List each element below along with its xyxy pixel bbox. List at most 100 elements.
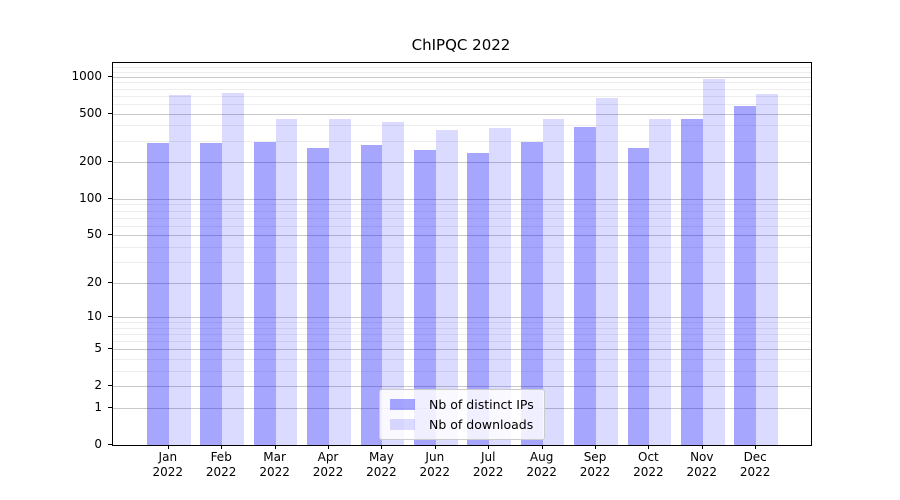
x-tick-label-feb: Feb 2022 [189, 450, 253, 480]
x-tick-month-may: May [368, 450, 394, 464]
x-tick-mark-nov [701, 445, 703, 449]
legend-swatch-distinct-ips [390, 399, 415, 410]
gridline-minor-300 [113, 140, 811, 142]
bar-downloads-may [382, 121, 405, 445]
bar-downloads-jan [168, 94, 191, 445]
bar-downloads-nov [702, 79, 725, 445]
gridline-major-200 [113, 162, 811, 164]
x-tick-mark-oct [648, 445, 650, 449]
y-tick-label-50: 50 [86, 227, 102, 242]
gridline-minor-4 [113, 359, 811, 361]
bar-distinct-ips-nov [681, 118, 703, 445]
gridline-major-10 [113, 317, 811, 319]
x-tick-year-jun: 2022 [419, 465, 451, 479]
legend-label-distinct-ips: Nb of distinct IPs [429, 397, 534, 412]
bar-distinct-ips-dec [734, 105, 757, 445]
y-tick-mark-500 [108, 112, 112, 114]
bar-downloads-dec [756, 94, 778, 445]
x-tick-month-apr: Apr [317, 450, 339, 464]
x-tick-month-sep: Sep [583, 450, 607, 464]
x-tick-month-dec: Dec [743, 450, 767, 464]
gridline-minor-700 [113, 95, 811, 97]
legend-label-downloads: Nb of downloads [429, 417, 534, 432]
gridline-major-1000 [113, 76, 811, 78]
gridline-major-20 [113, 282, 811, 284]
x-tick-year-aug: 2022 [526, 465, 557, 479]
legend: Nb of distinct IPs Nb of downloads [379, 389, 545, 440]
legend-item-distinct-ips: Nb of distinct IPs [390, 397, 534, 412]
plot-area: Nb of distinct IPs Nb of downloads [112, 62, 812, 446]
bar-distinct-ips-aug [520, 141, 543, 445]
bar-distinct-ips-jul [467, 152, 490, 445]
x-tick-month-mar: Mar [263, 450, 286, 464]
bar-downloads-jun [435, 129, 458, 445]
y-tick-mark-0 [108, 444, 112, 445]
bar-distinct-ips-apr [307, 147, 329, 445]
x-tick-label-apr: Apr 2022 [296, 450, 360, 480]
y-tick-label-100: 100 [79, 190, 102, 205]
x-tick-year-jul: 2022 [472, 465, 504, 479]
bar-downloads-jul [489, 128, 511, 445]
x-tick-label-may: May 2022 [349, 450, 413, 480]
x-tick-year-oct: 2022 [633, 465, 664, 479]
gridline-minor-80 [113, 210, 811, 212]
bar-downloads-feb [222, 93, 244, 445]
bar-downloads-mar [275, 119, 298, 445]
gridline-minor-8 [113, 327, 811, 329]
y-tick-label-200: 200 [79, 154, 102, 169]
chart-title: ChIPQC 2022 [411, 36, 511, 54]
gridline-minor-1200 [113, 66, 811, 68]
x-tick-label-mar: Mar 2022 [243, 450, 307, 480]
x-tick-month-feb: Feb [210, 450, 232, 464]
x-tick-year-feb: 2022 [205, 465, 237, 479]
x-tick-mark-apr [328, 445, 329, 449]
gridline-minor-30 [113, 261, 811, 263]
y-tick-mark-20 [108, 281, 112, 283]
bar-distinct-ips-feb [200, 142, 223, 445]
x-tick-year-apr: 2022 [312, 465, 344, 479]
x-tick-month-oct: Oct [638, 450, 659, 464]
gridline-minor-1100 [113, 71, 811, 73]
y-tick-mark-200 [108, 161, 112, 163]
y-tick-label-500: 500 [79, 105, 102, 120]
x-tick-year-mar: 2022 [259, 465, 290, 479]
x-tick-mark-dec [755, 445, 757, 449]
bar-downloads-oct [649, 119, 672, 445]
x-tick-label-sep: Sep 2022 [563, 450, 627, 480]
bar-distinct-ips-may [360, 144, 383, 445]
gridline-major-100 [113, 198, 811, 200]
gridline-minor-70 [113, 217, 811, 219]
bar-distinct-ips-sep [574, 127, 596, 445]
gridline-minor-60 [113, 225, 811, 227]
x-tick-mark-jan [167, 445, 169, 449]
x-tick-mark-feb [221, 445, 223, 449]
x-tick-mark-jun [434, 445, 436, 449]
x-tick-label-oct: Oct 2022 [616, 450, 680, 480]
x-tick-year-nov: 2022 [686, 465, 718, 479]
y-tick-label-5: 5 [94, 341, 102, 356]
y-tick-label-2: 2 [94, 378, 102, 393]
y-tick-label-1: 1 [94, 400, 102, 414]
bar-distinct-ips-mar [253, 142, 276, 445]
x-tick-month-jul: Jul [480, 450, 496, 464]
bar-distinct-ips-oct [627, 147, 650, 445]
y-tick-mark-5 [108, 348, 112, 350]
y-tick-label-1000: 1000 [71, 68, 102, 83]
x-tick-label-dec: Dec 2022 [723, 450, 787, 480]
gridline-minor-600 [113, 103, 811, 105]
x-tick-mark-aug [541, 445, 543, 449]
x-tick-month-nov: Nov [690, 450, 714, 464]
gridline-minor-3 [113, 371, 811, 373]
gridline-major-50 [113, 235, 811, 237]
bar-downloads-sep [596, 97, 618, 445]
bar-downloads-aug [542, 118, 565, 445]
gridline-minor-7 [113, 334, 811, 336]
y-tick-label-20: 20 [86, 274, 102, 289]
gridline-major-2 [113, 386, 811, 388]
x-tick-mark-mar [274, 445, 276, 449]
x-tick-label-jul: Jul 2022 [456, 450, 520, 480]
x-tick-month-aug: Aug [529, 450, 554, 464]
x-tick-label-jan: Jan 2022 [136, 450, 200, 480]
gridline-major-5 [113, 349, 811, 351]
